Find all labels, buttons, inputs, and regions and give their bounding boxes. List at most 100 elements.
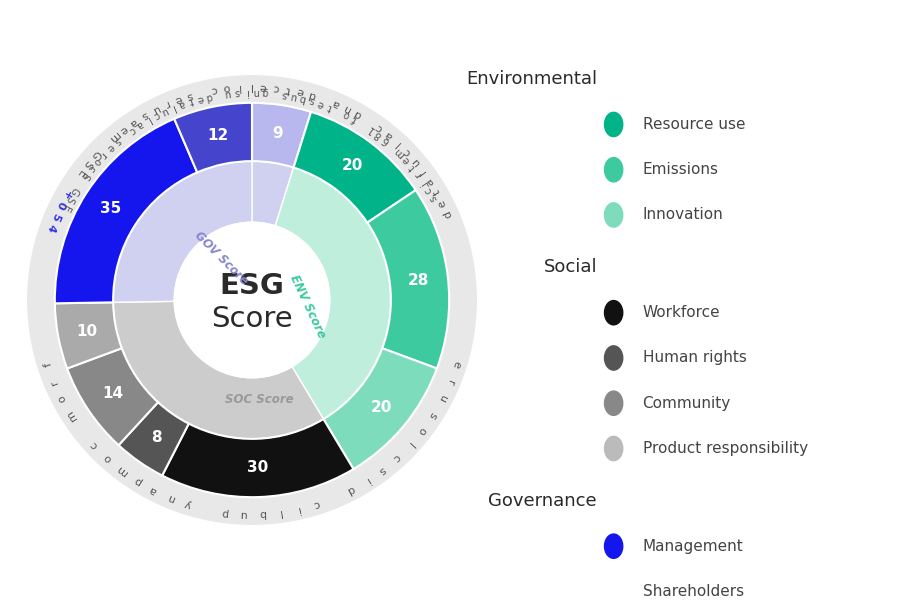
Text: 0: 0	[54, 200, 67, 211]
Text: t: t	[408, 163, 418, 172]
Circle shape	[605, 436, 623, 461]
Text: Community: Community	[643, 396, 731, 411]
Text: +: +	[59, 188, 73, 200]
Text: r: r	[444, 378, 455, 386]
Wedge shape	[323, 348, 436, 469]
Wedge shape	[252, 161, 293, 226]
Text: c: c	[86, 163, 96, 173]
Text: 28: 28	[409, 272, 429, 287]
Wedge shape	[113, 301, 323, 439]
Text: l: l	[237, 82, 240, 92]
Text: a: a	[330, 97, 341, 109]
Text: l: l	[249, 81, 252, 91]
Text: s: s	[427, 410, 438, 420]
Text: c: c	[151, 109, 161, 121]
Text: t: t	[326, 101, 333, 112]
Text: a: a	[128, 116, 140, 128]
Text: u: u	[409, 155, 421, 167]
Text: S: S	[64, 194, 76, 205]
Text: d: d	[205, 91, 213, 102]
Text: u: u	[224, 88, 231, 98]
Text: S: S	[81, 158, 94, 169]
Text: c: c	[210, 84, 218, 95]
Circle shape	[605, 158, 623, 182]
Text: m: m	[114, 463, 130, 477]
Text: Workforce: Workforce	[643, 305, 720, 320]
Text: o: o	[102, 452, 113, 464]
Text: c: c	[312, 498, 320, 509]
Text: c: c	[127, 124, 137, 136]
Text: n: n	[341, 102, 352, 115]
Text: SOC Score: SOC Score	[225, 394, 293, 406]
Text: 8: 8	[150, 430, 161, 445]
Text: Shareholders: Shareholders	[643, 584, 743, 599]
Text: t: t	[187, 95, 194, 106]
Text: i: i	[363, 475, 371, 485]
Text: e: e	[259, 81, 267, 92]
Text: l: l	[418, 167, 428, 176]
Text: 20: 20	[342, 158, 364, 173]
Text: e: e	[400, 154, 412, 166]
Text: 14: 14	[102, 386, 123, 401]
Text: Management: Management	[643, 539, 743, 554]
Text: n: n	[165, 491, 176, 503]
Text: ENV Score: ENV Score	[287, 273, 328, 341]
Text: c: c	[374, 122, 384, 134]
Circle shape	[605, 534, 623, 559]
Text: GOV Score: GOV Score	[193, 229, 251, 287]
Text: c: c	[391, 452, 402, 463]
Text: r: r	[413, 170, 423, 179]
Text: e: e	[295, 86, 304, 97]
Text: 9: 9	[272, 127, 283, 142]
Wedge shape	[367, 190, 449, 368]
Text: G: G	[68, 185, 81, 197]
Text: u: u	[436, 393, 448, 404]
Text: a: a	[424, 176, 436, 187]
Text: s: s	[308, 95, 316, 106]
Circle shape	[605, 391, 623, 415]
Text: n: n	[253, 86, 259, 97]
Text: G: G	[89, 148, 103, 161]
Text: d: d	[352, 108, 364, 120]
Text: u: u	[238, 508, 247, 519]
Text: a: a	[148, 484, 158, 496]
Text: l: l	[405, 440, 414, 449]
Text: l: l	[144, 115, 151, 125]
Text: t: t	[431, 188, 442, 196]
Text: e: e	[316, 98, 325, 109]
Text: l: l	[393, 139, 402, 148]
Text: 4: 4	[45, 223, 57, 233]
Text: r: r	[49, 378, 60, 386]
Text: 20: 20	[371, 400, 392, 415]
Text: d: d	[346, 484, 356, 496]
Text: u: u	[149, 103, 160, 116]
Text: m: m	[65, 407, 79, 422]
Text: a: a	[134, 119, 145, 130]
Text: f: f	[351, 113, 359, 124]
Text: o: o	[342, 109, 352, 120]
Text: g: g	[262, 87, 269, 97]
Text: o: o	[416, 424, 428, 436]
Text: Social: Social	[544, 259, 597, 277]
Text: b: b	[257, 508, 265, 519]
Wedge shape	[119, 402, 189, 476]
Text: i: i	[245, 87, 248, 97]
Text: 35: 35	[100, 201, 122, 216]
Text: 1: 1	[365, 123, 376, 135]
Circle shape	[605, 580, 623, 600]
Wedge shape	[175, 103, 252, 172]
Text: a: a	[177, 98, 186, 110]
Text: Resource use: Resource use	[643, 117, 745, 132]
Circle shape	[605, 346, 623, 370]
Text: u: u	[289, 91, 298, 101]
Text: 8: 8	[373, 128, 384, 140]
Text: Emissions: Emissions	[643, 162, 718, 177]
Text: d: d	[307, 89, 317, 101]
Text: m: m	[392, 146, 407, 160]
Text: Environmental: Environmental	[466, 70, 597, 88]
Wedge shape	[55, 302, 122, 368]
Text: 6: 6	[380, 134, 392, 146]
Wedge shape	[55, 119, 197, 304]
Text: 5: 5	[50, 211, 61, 222]
Text: E: E	[59, 203, 71, 213]
